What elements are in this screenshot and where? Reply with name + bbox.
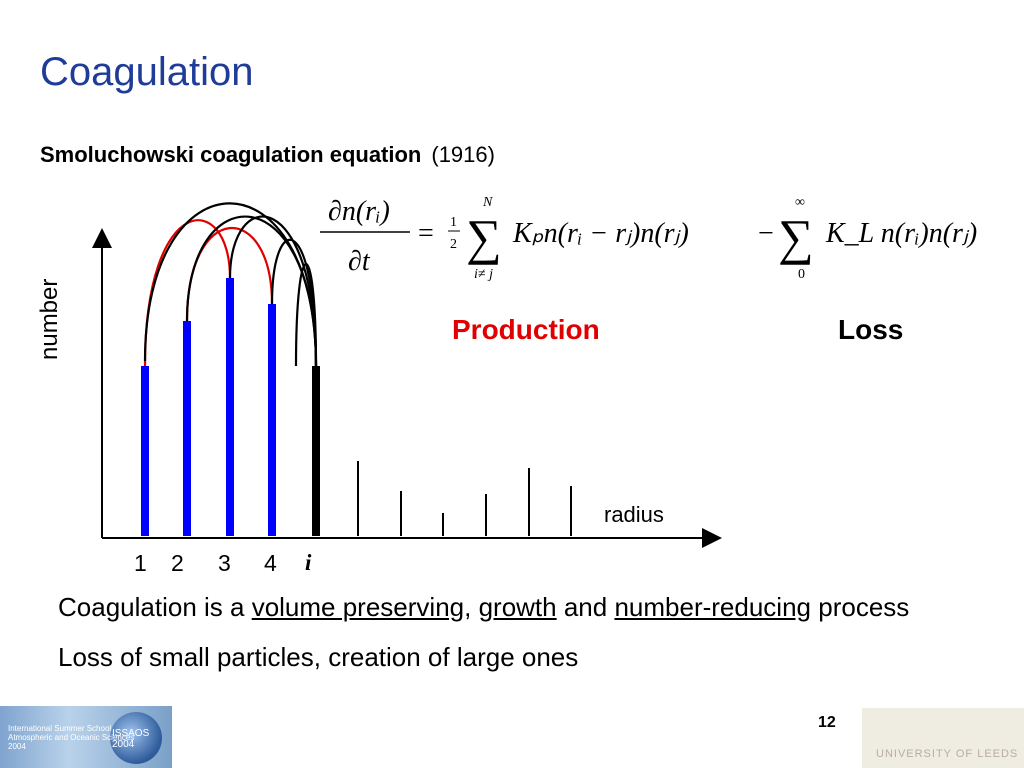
production-label: Production	[452, 314, 600, 345]
body-text: Coagulation is a volume preserving, grow…	[58, 588, 938, 688]
arc-black-self	[294, 262, 318, 367]
tick-3: 3	[218, 550, 231, 576]
bar-blue-2	[183, 321, 191, 536]
eq-sum-loss-upper: ∞	[795, 195, 805, 210]
bars-group	[141, 278, 572, 536]
tick-2: 2	[171, 550, 184, 576]
smoluchowski-equation: ∂n(rᵢ) ∂t = 1 2 ∑ N i≠ j Kₚn(rᵢ − rⱼ)n(r…	[318, 188, 1018, 296]
bullet-1-text-a: Coagulation is a	[58, 592, 252, 622]
eq-lhs-numerator: ∂n(rᵢ)	[328, 196, 390, 227]
arcs-group	[143, 202, 318, 367]
eq-half-den: 2	[450, 237, 457, 252]
bullet-2: Loss of small particles, creation of lar…	[58, 642, 579, 672]
globe-icon	[110, 712, 162, 764]
eq-equals: =	[418, 218, 434, 249]
page-number: 12	[818, 714, 836, 731]
eq-loss-term: K_L n(rᵢ)n(rⱼ)	[825, 218, 977, 249]
bullet-1-text-b: ,	[464, 592, 479, 622]
subtitle: Smoluchowski coagulation equation (1916)	[40, 142, 495, 168]
bar-blue-4	[268, 304, 276, 536]
tick-4: 4	[264, 550, 277, 576]
issaos-logo-text: International Summer School Atmospheric …	[8, 724, 135, 751]
bullet-1-text-d: process	[811, 592, 910, 622]
tick-1: 1	[134, 550, 147, 576]
eq-sum-gain-lower: i≠ j	[474, 267, 493, 282]
loss-label: Loss	[838, 314, 904, 345]
bullet-1-underline-volume: volume preserving	[251, 592, 465, 622]
eq-sum-loss: ∑	[778, 209, 814, 265]
bullet-1-underline-number-reducing: number-reducing	[614, 592, 812, 622]
eq-minus: −	[758, 218, 774, 249]
university-logo-text: UNIVERSITY OF LEEDS	[876, 748, 1019, 760]
eq-sum-loss-lower: 0	[798, 267, 805, 282]
bullet-1: Coagulation is a volume preserving, grow…	[58, 588, 938, 626]
tick-i: i	[305, 550, 312, 575]
equation-svg: ∂n(rᵢ) ∂t = 1 2 ∑ N i≠ j Kₚn(rᵢ − rⱼ)n(r…	[320, 195, 977, 282]
subtitle-year: (1916)	[431, 142, 495, 167]
bar-blue-3	[226, 278, 234, 536]
eq-sum-gain: ∑	[466, 209, 502, 265]
arc-black-3-i	[228, 215, 318, 367]
university-logo: UNIVERSITY OF LEEDS	[862, 708, 1024, 768]
subtitle-equation-name: Smoluchowski coagulation equation	[40, 142, 422, 167]
bullet-1-underline-growth: growth	[478, 592, 557, 622]
eq-sum-gain-upper: N	[482, 195, 493, 210]
bullet-1-text-c: and	[556, 592, 615, 622]
arc-black-2-i	[185, 215, 318, 367]
x-axis-label: radius	[604, 502, 664, 527]
bar-blue-1	[141, 366, 149, 536]
issaos-logo: International Summer School Atmospheric …	[0, 706, 172, 768]
bar-i	[312, 366, 320, 536]
issaos-logo-title: ISSAOS 2004	[112, 728, 150, 750]
y-axis-label: number	[36, 278, 63, 360]
eq-half-num: 1	[450, 215, 457, 230]
eq-lhs-denominator: ∂t	[348, 246, 371, 277]
eq-gain-term: Kₚn(rᵢ − rⱼ)n(rⱼ)	[512, 218, 689, 249]
page-title: Coagulation	[40, 50, 254, 94]
